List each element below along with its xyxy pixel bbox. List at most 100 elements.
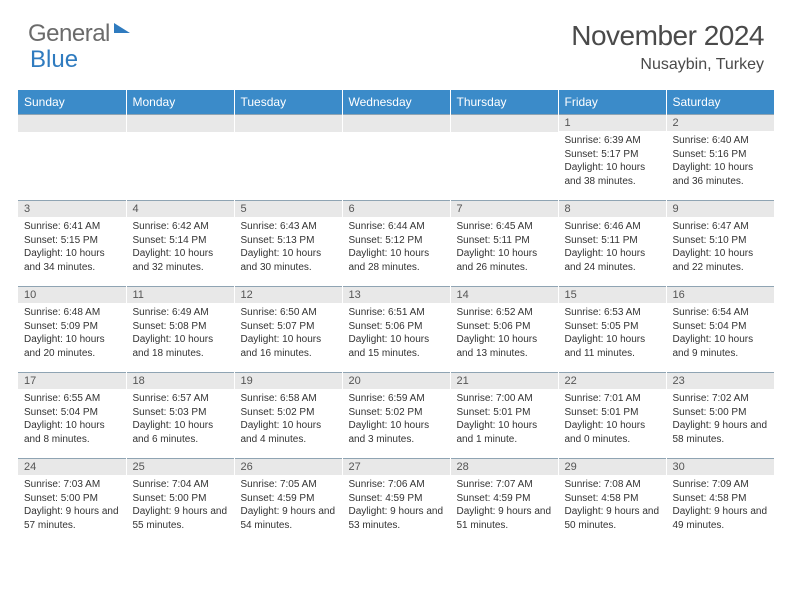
day-number: 25 — [127, 458, 234, 475]
sunrise: Sunrise: 6:55 AM — [24, 392, 120, 406]
day-content: Sunrise: 6:50 AMSunset: 5:07 PMDaylight:… — [235, 303, 342, 364]
day-3: 3Sunrise: 6:41 AMSunset: 5:15 PMDaylight… — [18, 200, 126, 286]
sunset: Sunset: 5:15 PM — [24, 234, 120, 248]
sunset: Sunset: 5:14 PM — [133, 234, 228, 248]
sunrise: Sunrise: 6:39 AM — [565, 134, 660, 148]
day-25: 25Sunrise: 7:04 AMSunset: 5:00 PMDayligh… — [126, 458, 234, 544]
sunset: Sunset: 5:08 PM — [133, 320, 228, 334]
week-row: 17Sunrise: 6:55 AMSunset: 5:04 PMDayligh… — [18, 372, 774, 458]
sunset: Sunset: 5:11 PM — [457, 234, 552, 248]
logo-word2: Blue — [30, 46, 78, 74]
empty-day — [342, 114, 450, 200]
day-28: 28Sunrise: 7:07 AMSunset: 4:59 PMDayligh… — [450, 458, 558, 544]
sunset: Sunset: 5:13 PM — [241, 234, 336, 248]
sunset: Sunset: 5:01 PM — [457, 406, 552, 420]
daylight: Daylight: 9 hours and 58 minutes. — [673, 419, 769, 446]
day-23: 23Sunrise: 7:02 AMSunset: 5:00 PMDayligh… — [666, 372, 774, 458]
day-17: 17Sunrise: 6:55 AMSunset: 5:04 PMDayligh… — [18, 372, 126, 458]
day-number: 19 — [235, 372, 342, 389]
empty-daynum — [235, 114, 342, 132]
sunset: Sunset: 5:03 PM — [133, 406, 228, 420]
sunset: Sunset: 5:05 PM — [565, 320, 660, 334]
daylight: Daylight: 9 hours and 53 minutes. — [349, 505, 444, 532]
day-content: Sunrise: 6:39 AMSunset: 5:17 PMDaylight:… — [559, 131, 666, 192]
sunrise: Sunrise: 7:06 AM — [349, 478, 444, 492]
day-content: Sunrise: 6:58 AMSunset: 5:02 PMDaylight:… — [235, 389, 342, 450]
day-number: 27 — [343, 458, 450, 475]
day-26: 26Sunrise: 7:05 AMSunset: 4:59 PMDayligh… — [234, 458, 342, 544]
logo-word1: General — [28, 20, 110, 48]
calendar-body: 1Sunrise: 6:39 AMSunset: 5:17 PMDaylight… — [18, 114, 774, 544]
daylight: Daylight: 10 hours and 16 minutes. — [241, 333, 336, 360]
day-14: 14Sunrise: 6:52 AMSunset: 5:06 PMDayligh… — [450, 286, 558, 372]
sunset: Sunset: 5:00 PM — [24, 492, 120, 506]
sunset: Sunset: 5:02 PM — [349, 406, 444, 420]
day-number: 17 — [18, 372, 126, 389]
day-number: 16 — [667, 286, 775, 303]
daylight: Daylight: 9 hours and 49 minutes. — [673, 505, 769, 532]
empty-daynum — [18, 114, 126, 132]
day-content: Sunrise: 6:57 AMSunset: 5:03 PMDaylight:… — [127, 389, 234, 450]
day-content: Sunrise: 6:43 AMSunset: 5:13 PMDaylight:… — [235, 217, 342, 278]
sunset: Sunset: 5:01 PM — [565, 406, 660, 420]
title-month: November 2024 — [571, 20, 764, 52]
day-12: 12Sunrise: 6:50 AMSunset: 5:07 PMDayligh… — [234, 286, 342, 372]
sunrise: Sunrise: 7:04 AM — [133, 478, 228, 492]
day-1: 1Sunrise: 6:39 AMSunset: 5:17 PMDaylight… — [558, 114, 666, 200]
day-8: 8Sunrise: 6:46 AMSunset: 5:11 PMDaylight… — [558, 200, 666, 286]
sunset: Sunset: 5:09 PM — [24, 320, 120, 334]
day-number: 15 — [559, 286, 666, 303]
sunrise: Sunrise: 6:43 AM — [241, 220, 336, 234]
day-21: 21Sunrise: 7:00 AMSunset: 5:01 PMDayligh… — [450, 372, 558, 458]
sunset: Sunset: 4:59 PM — [241, 492, 336, 506]
daylight: Daylight: 10 hours and 11 minutes. — [565, 333, 660, 360]
day-number: 7 — [451, 200, 558, 217]
day-content: Sunrise: 7:00 AMSunset: 5:01 PMDaylight:… — [451, 389, 558, 450]
day-7: 7Sunrise: 6:45 AMSunset: 5:11 PMDaylight… — [450, 200, 558, 286]
daylight: Daylight: 9 hours and 54 minutes. — [241, 505, 336, 532]
dow-tuesday: Tuesday — [234, 90, 342, 114]
day-20: 20Sunrise: 6:59 AMSunset: 5:02 PMDayligh… — [342, 372, 450, 458]
sunset: Sunset: 4:58 PM — [673, 492, 769, 506]
sunrise: Sunrise: 6:47 AM — [673, 220, 769, 234]
sunrise: Sunrise: 6:41 AM — [24, 220, 120, 234]
sunrise: Sunrise: 6:45 AM — [457, 220, 552, 234]
sunrise: Sunrise: 6:54 AM — [673, 306, 769, 320]
day-content: Sunrise: 6:55 AMSunset: 5:04 PMDaylight:… — [18, 389, 126, 450]
dow-monday: Monday — [126, 90, 234, 114]
day-content: Sunrise: 7:03 AMSunset: 5:00 PMDaylight:… — [18, 475, 126, 536]
day-number: 13 — [343, 286, 450, 303]
empty-day — [18, 114, 126, 200]
empty-day — [234, 114, 342, 200]
dow-thursday: Thursday — [450, 90, 558, 114]
sunset: Sunset: 5:11 PM — [565, 234, 660, 248]
day-13: 13Sunrise: 6:51 AMSunset: 5:06 PMDayligh… — [342, 286, 450, 372]
daylight: Daylight: 10 hours and 28 minutes. — [349, 247, 444, 274]
day-30: 30Sunrise: 7:09 AMSunset: 4:58 PMDayligh… — [666, 458, 774, 544]
daylight: Daylight: 10 hours and 30 minutes. — [241, 247, 336, 274]
sunset: Sunset: 5:00 PM — [133, 492, 228, 506]
day-5: 5Sunrise: 6:43 AMSunset: 5:13 PMDaylight… — [234, 200, 342, 286]
sunset: Sunset: 4:59 PM — [349, 492, 444, 506]
calendar: SundayMondayTuesdayWednesdayThursdayFrid… — [18, 90, 774, 544]
daylight: Daylight: 10 hours and 26 minutes. — [457, 247, 552, 274]
daylight: Daylight: 10 hours and 4 minutes. — [241, 419, 336, 446]
day-number: 8 — [559, 200, 666, 217]
daylight: Daylight: 10 hours and 6 minutes. — [133, 419, 228, 446]
sunrise: Sunrise: 6:58 AM — [241, 392, 336, 406]
empty-day — [450, 114, 558, 200]
sunset: Sunset: 5:07 PM — [241, 320, 336, 334]
week-row: 1Sunrise: 6:39 AMSunset: 5:17 PMDaylight… — [18, 114, 774, 200]
daylight: Daylight: 10 hours and 36 minutes. — [673, 161, 769, 188]
sunrise: Sunrise: 7:02 AM — [673, 392, 769, 406]
day-19: 19Sunrise: 6:58 AMSunset: 5:02 PMDayligh… — [234, 372, 342, 458]
daylight: Daylight: 10 hours and 15 minutes. — [349, 333, 444, 360]
daylight: Daylight: 10 hours and 3 minutes. — [349, 419, 444, 446]
day-content: Sunrise: 7:04 AMSunset: 5:00 PMDaylight:… — [127, 475, 234, 536]
day-content: Sunrise: 7:01 AMSunset: 5:01 PMDaylight:… — [559, 389, 666, 450]
day-content: Sunrise: 7:08 AMSunset: 4:58 PMDaylight:… — [559, 475, 666, 536]
day-content: Sunrise: 6:45 AMSunset: 5:11 PMDaylight:… — [451, 217, 558, 278]
empty-daynum — [127, 114, 234, 132]
sunrise: Sunrise: 7:08 AM — [565, 478, 660, 492]
sunset: Sunset: 5:10 PM — [673, 234, 769, 248]
